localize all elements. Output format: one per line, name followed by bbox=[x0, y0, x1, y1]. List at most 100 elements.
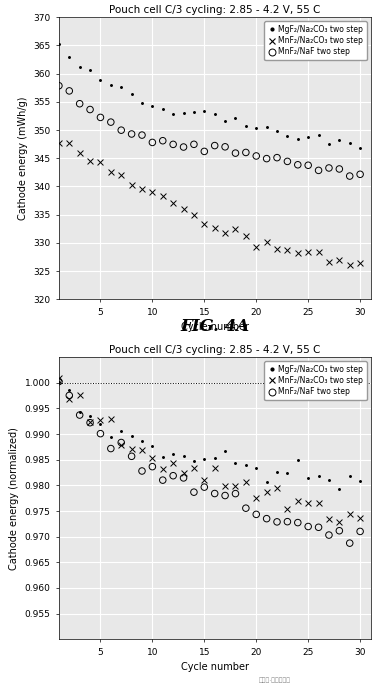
Text: 公众号·智能车参考: 公众号·智能车参考 bbox=[258, 677, 290, 683]
Point bbox=[87, 410, 93, 422]
Point bbox=[118, 169, 124, 180]
Text: FIG. 4A: FIG. 4A bbox=[180, 318, 249, 335]
Point bbox=[264, 476, 270, 487]
Title: Pouch cell C/3 cycling: 2.85 - 4.2 V, 55 C: Pouch cell C/3 cycling: 2.85 - 4.2 V, 55… bbox=[109, 5, 320, 15]
Y-axis label: Cathode energy (mWh/g): Cathode energy (mWh/g) bbox=[18, 97, 28, 220]
Point bbox=[56, 377, 62, 388]
Point bbox=[149, 101, 155, 112]
Point bbox=[305, 521, 311, 532]
Point bbox=[56, 372, 62, 384]
Point bbox=[160, 191, 166, 202]
Point bbox=[97, 156, 103, 167]
Point bbox=[243, 231, 249, 242]
Point bbox=[243, 502, 249, 513]
Point bbox=[77, 147, 83, 158]
Point bbox=[264, 513, 270, 524]
Point bbox=[347, 137, 353, 148]
Point bbox=[284, 504, 290, 515]
Point bbox=[87, 104, 93, 115]
Point bbox=[212, 109, 218, 120]
Point bbox=[180, 142, 187, 153]
Point bbox=[233, 148, 239, 159]
Point bbox=[347, 171, 353, 182]
Point bbox=[295, 159, 301, 170]
Point bbox=[118, 426, 124, 437]
Point bbox=[108, 443, 114, 454]
Point bbox=[128, 89, 135, 100]
Point bbox=[77, 98, 83, 109]
Point bbox=[264, 153, 270, 164]
Point bbox=[149, 440, 155, 451]
Point bbox=[326, 138, 332, 149]
Point bbox=[347, 509, 353, 520]
Point bbox=[347, 259, 353, 270]
Point bbox=[56, 376, 62, 387]
Point bbox=[139, 444, 145, 455]
Point bbox=[336, 255, 342, 266]
Point bbox=[87, 155, 93, 166]
Point bbox=[160, 475, 166, 486]
Point bbox=[243, 121, 249, 132]
Point bbox=[149, 453, 155, 464]
Point bbox=[170, 448, 176, 459]
Point bbox=[357, 475, 363, 486]
Point bbox=[315, 498, 321, 509]
Point bbox=[305, 498, 311, 509]
Point bbox=[347, 471, 353, 482]
Point bbox=[212, 140, 218, 151]
Point bbox=[77, 389, 83, 400]
Point bbox=[274, 466, 280, 477]
Point bbox=[97, 428, 103, 439]
Point bbox=[326, 256, 332, 267]
Point bbox=[295, 455, 301, 466]
Point bbox=[274, 482, 280, 493]
Point bbox=[118, 82, 124, 93]
Point bbox=[139, 436, 145, 447]
Point bbox=[336, 517, 342, 528]
Point bbox=[253, 151, 259, 162]
Point bbox=[87, 65, 93, 76]
Point bbox=[253, 122, 259, 133]
Point bbox=[315, 165, 321, 176]
Point bbox=[139, 184, 145, 195]
Point bbox=[191, 486, 197, 498]
Point bbox=[243, 460, 249, 471]
Point bbox=[170, 198, 176, 209]
Point bbox=[139, 129, 145, 140]
Point bbox=[222, 141, 228, 152]
Point bbox=[264, 486, 270, 498]
X-axis label: Cycle number: Cycle number bbox=[181, 662, 249, 672]
Point bbox=[233, 113, 239, 124]
Point bbox=[233, 480, 239, 491]
Point bbox=[222, 227, 228, 238]
Point bbox=[87, 417, 93, 428]
Point bbox=[253, 509, 259, 520]
Legend: MgF₂/Na₂CO₃ two step, MnF₂/Na₂CO₃ two step, MnF₂/NaF two step: MgF₂/Na₂CO₃ two step, MnF₂/Na₂CO₃ two st… bbox=[264, 21, 367, 60]
Point bbox=[77, 406, 83, 417]
Point bbox=[180, 473, 187, 484]
Point bbox=[233, 488, 239, 499]
Point bbox=[108, 414, 114, 425]
Point bbox=[212, 463, 218, 474]
Point bbox=[274, 516, 280, 527]
Point bbox=[212, 222, 218, 233]
Point bbox=[128, 451, 135, 462]
Point bbox=[128, 444, 135, 455]
Point bbox=[357, 169, 363, 180]
Point bbox=[305, 160, 311, 171]
Y-axis label: Cathode energy (normalized): Cathode energy (normalized) bbox=[9, 427, 19, 569]
Point bbox=[357, 513, 363, 524]
Point bbox=[336, 135, 342, 146]
Point bbox=[108, 80, 114, 91]
Point bbox=[295, 133, 301, 144]
Point bbox=[253, 241, 259, 252]
Point bbox=[212, 488, 218, 499]
Point bbox=[274, 244, 280, 255]
Point bbox=[253, 492, 259, 503]
Point bbox=[315, 247, 321, 258]
Point bbox=[180, 107, 187, 118]
Point bbox=[336, 484, 342, 495]
Point bbox=[326, 475, 332, 486]
Point bbox=[149, 461, 155, 472]
Point bbox=[222, 480, 228, 491]
